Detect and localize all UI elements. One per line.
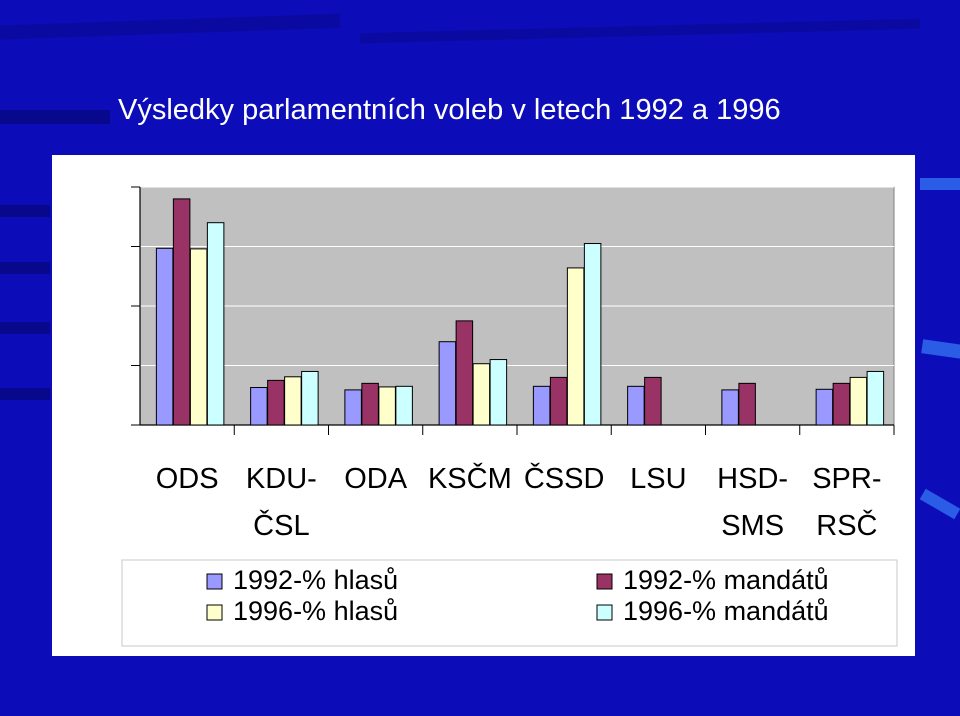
bar [344,389,362,426]
bar [532,385,551,426]
bar [721,389,739,426]
slide-title: Výsledky parlamentních voleb v letech 19… [118,94,781,126]
background-streak [919,488,960,520]
x-category-label: KDU- [246,463,317,495]
legend-label: 1992-% hlasů [233,565,398,595]
legend [121,559,898,647]
background-streak [0,110,110,124]
x-category-label: ČSL [253,508,309,542]
x-category-label: ODS [156,463,219,495]
x-category-label: ČSSD [524,461,605,495]
legend-swatch [206,604,223,621]
x-category-label: RSČ [816,508,877,542]
bar [815,388,834,426]
background-streak [0,205,50,217]
bar [549,376,568,426]
x-category-label: SMS [721,510,784,542]
bar [489,359,508,426]
bar [155,247,174,426]
background-streak [0,322,50,334]
bar [395,385,413,426]
bar [172,198,191,426]
bar [455,320,474,426]
bar [849,376,868,426]
bar [301,370,319,426]
bar [738,382,756,426]
bar [250,387,268,426]
x-category-label: HSD- [717,463,788,495]
legend-label: 1992-% mandátů [623,565,829,595]
legend-label: 1996-% mandátů [623,596,829,626]
legend-swatch [596,604,613,621]
legend-swatch [596,573,613,590]
bar [832,382,851,426]
x-category-label: LSU [630,463,686,495]
bar [206,222,225,426]
bar [361,382,379,426]
bar [583,243,602,426]
bar [378,386,396,426]
x-category-label: KSČM [428,461,512,495]
bar [566,267,585,426]
bar [472,363,491,426]
background-streak [0,388,50,400]
bar [438,341,457,426]
bar-chart: ODS KDU- ČSL ODA KSČM ČSSD LSU HSD- SMS SPR- RSČ 19… [121,186,898,647]
legend-swatch [206,573,223,590]
chart-panel: ODS KDU- ČSL ODA KSČM ČSSD LSU HSD- SMS SPR- RSČ 19… [52,155,915,656]
bar [284,376,302,426]
x-category-label: ODA [344,463,408,495]
x-category-label: SPR- [812,463,881,495]
bar [644,376,662,426]
bar [866,370,885,426]
background-streak [920,178,960,190]
bar [627,385,645,426]
bar [267,379,285,426]
legend-label: 1996-% hlasů [233,596,398,626]
background-streak [921,339,960,359]
bar [189,248,208,426]
background-streak [0,262,50,274]
background-streak [359,18,921,44]
